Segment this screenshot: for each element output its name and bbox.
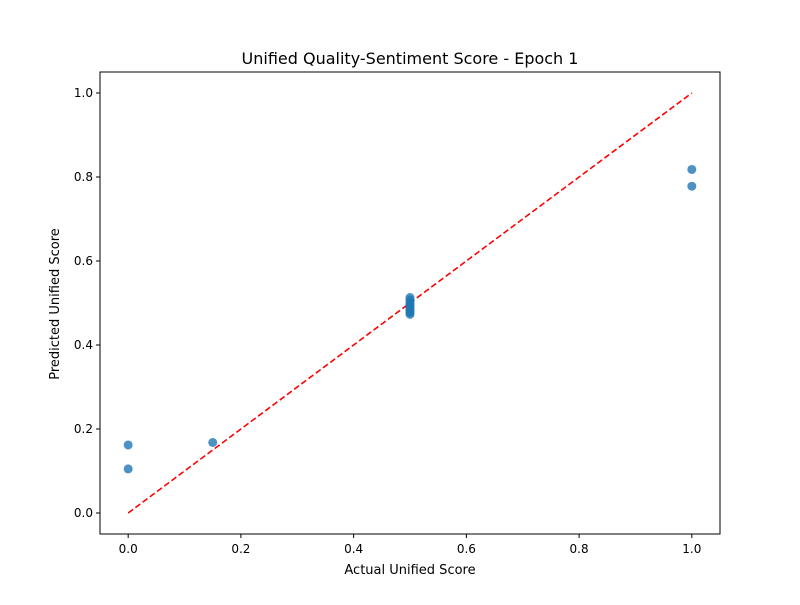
- y-tick-label: 0.2: [74, 422, 93, 436]
- y-tick-label: 0.4: [74, 338, 93, 352]
- data-point: [687, 181, 697, 191]
- y-tick-label: 0.0: [74, 506, 93, 520]
- data-point: [405, 309, 415, 319]
- y-tick-label: 1.0: [74, 86, 93, 100]
- y-axis-label: Predicted Unified Score: [48, 228, 63, 380]
- x-tick-label: 0.8: [570, 542, 589, 556]
- y-tick-label: 0.8: [74, 170, 93, 184]
- data-point: [208, 437, 218, 447]
- chart-title: Unified Quality-Sentiment Score - Epoch …: [242, 49, 579, 68]
- x-tick-label: 0.0: [119, 542, 138, 556]
- y-tick-label: 0.6: [74, 254, 93, 268]
- data-point: [123, 464, 133, 474]
- plot-frame: [99, 71, 721, 535]
- x-axis-label: Actual Unified Score: [344, 563, 475, 578]
- data-point: [123, 440, 133, 450]
- x-tick-label: 1.0: [682, 542, 701, 556]
- plot-area: 0.0 0.2 0.4 0.6 0.8 1.0 0.0 0.2 0.4 0.6 0.8 1.0: [74, 71, 721, 556]
- data-point: [687, 164, 697, 174]
- x-tick-label: 0.2: [231, 542, 250, 556]
- x-tick-label: 0.4: [344, 542, 363, 556]
- x-tick-label: 0.6: [457, 542, 476, 556]
